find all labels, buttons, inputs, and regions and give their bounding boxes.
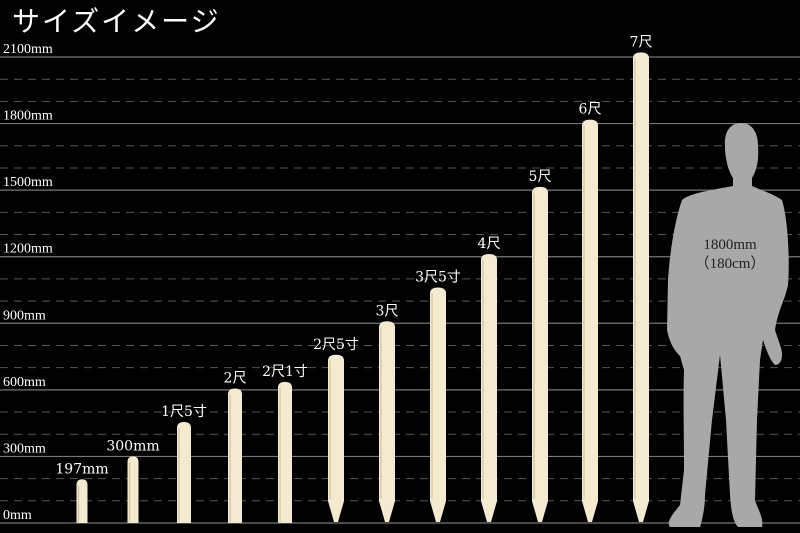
stake-bar [532,186,548,523]
stake-3: 1尺5寸 [161,404,207,523]
stake-label: 3尺5寸 [415,270,461,286]
stake-11: 6尺 [579,102,602,522]
y-tick-label: 1500mm [3,175,53,190]
stake-bar [278,381,292,523]
stake-12: 7尺 [630,34,653,523]
stake-label: 5尺 [529,169,552,185]
stake-1: 197mm [55,461,109,523]
stake-2: 300mm [106,438,160,523]
page-title: サイズイメージ [12,5,221,38]
person-height-cm-label: （180cm） [695,255,766,272]
y-tick-label: 1200mm [3,242,53,257]
stake-8: 3尺5寸 [415,270,461,522]
stake-7: 3尺 [376,303,399,522]
stake-4: 2尺 [224,371,247,523]
stake-bar [177,422,191,523]
stake-label: 2尺1寸 [262,364,308,380]
person-silhouette [667,123,789,527]
stake-9: 4尺 [478,236,501,522]
y-tick-label: 1800mm [3,109,53,124]
person-body [667,123,789,527]
stake-bar [582,119,598,522]
stake-label: 2尺5寸 [313,337,359,353]
stake-label: 3尺 [376,303,399,319]
y-tick-label: 0mm [3,508,32,523]
stake-bar [328,354,344,522]
y-tick-label: 600mm [3,375,46,390]
stake-label: 197mm [55,461,108,477]
stake-bar [228,388,242,523]
stake-label: 7尺 [630,34,653,50]
stake-label: 1尺5寸 [161,404,207,420]
stake-10: 5尺 [529,169,552,523]
stake-label: 4尺 [478,236,501,252]
stake-bar [633,52,649,523]
stake-bar [430,287,446,522]
stake-5: 2尺1寸 [262,364,308,523]
stake-label: 6尺 [579,102,602,118]
stake-6: 2尺5寸 [313,337,359,522]
stake-label: 2尺 [224,371,247,387]
y-tick-label: 300mm [3,441,46,456]
person-height-label: 1800mm [703,237,757,253]
y-tick-label: 2100mm [3,42,53,57]
y-tick-label: 900mm [3,308,46,323]
stake-label: 300mm [106,438,159,454]
stake-bar [481,254,497,522]
stake-bar [379,321,395,522]
